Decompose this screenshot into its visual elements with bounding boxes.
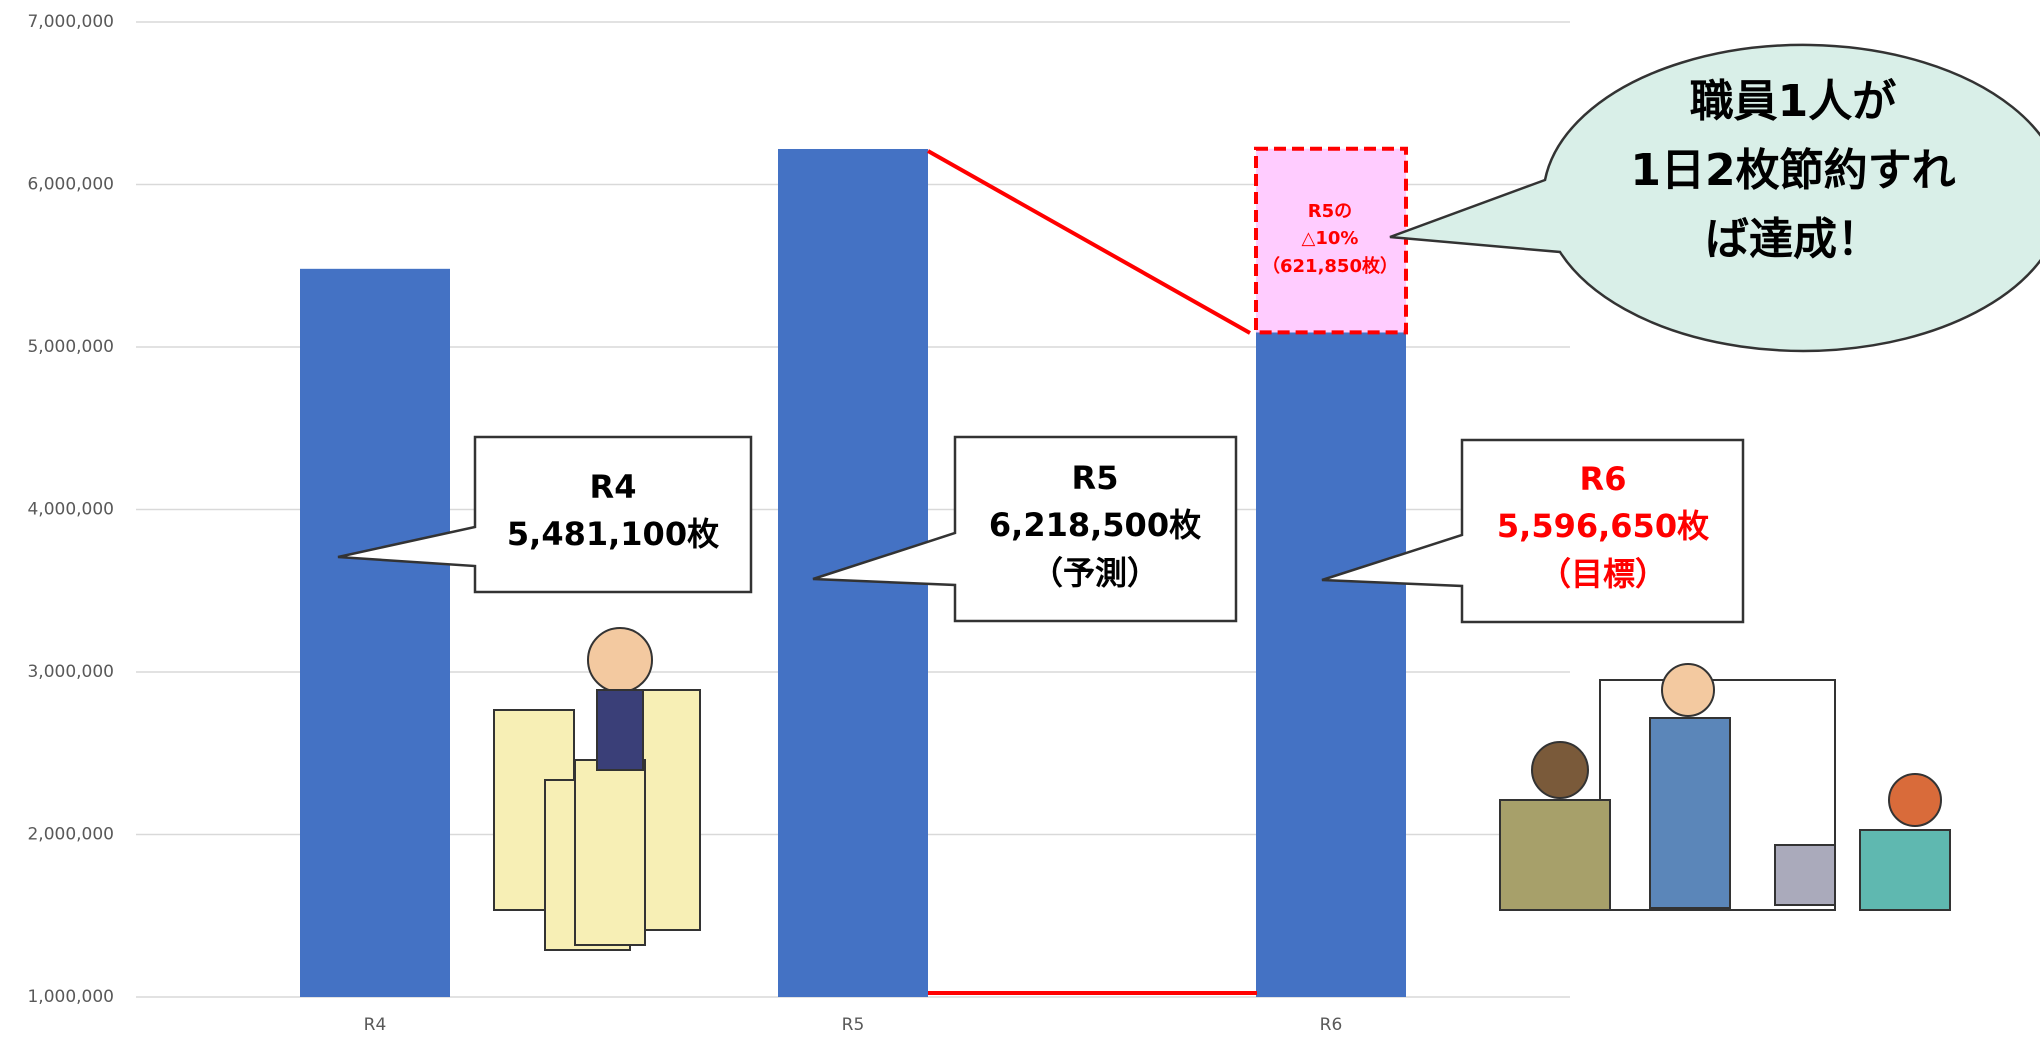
annotations: R4 5,481,100枚 R5 6,218,500枚 （予測） R6 5,596,650枚…	[337, 43, 2040, 624]
segment-note: （621,850枚）	[1262, 255, 1398, 277]
bars	[300, 146, 1408, 997]
bubble-text: 職員1人が	[1690, 76, 1897, 127]
callout-box	[337, 435, 753, 594]
callout-text: R6	[1580, 460, 1627, 498]
callout-text: R5	[1072, 459, 1119, 497]
callout-box	[1321, 438, 1745, 624]
meeting-illustration	[1499, 663, 1951, 911]
callout-text: （目標）	[1539, 555, 1667, 593]
reduction-line	[927, 149, 1251, 335]
y-tick-label: 7,000,000	[27, 12, 114, 32]
y-tick-label: 4,000,000	[27, 500, 114, 520]
x-tick-label: R6	[1320, 1015, 1343, 1035]
speech-bubble	[1389, 43, 2040, 353]
callout-text: R4	[590, 468, 637, 506]
y-tick-label: 3,000,000	[27, 662, 114, 682]
segment-note: R5の	[1308, 201, 1352, 222]
bubble-text: ば達成！	[1705, 214, 1881, 265]
callout-text: 5,596,650枚	[1497, 507, 1709, 545]
y-tick-label: 6,000,000	[27, 175, 114, 195]
bar	[300, 268, 450, 997]
x-tick-label: R4	[364, 1015, 387, 1035]
bubble-text: 1日2枚節約すれ	[1630, 145, 1955, 196]
callout-text: 5,481,100枚	[507, 515, 719, 553]
bar	[1256, 332, 1406, 997]
y-tick-label: 1,000,000	[27, 987, 114, 1007]
x-tick-label: R5	[842, 1015, 865, 1035]
callout-box	[812, 435, 1238, 623]
y-tick-label: 5,000,000	[27, 337, 114, 357]
segment-note: △10%	[1302, 228, 1359, 249]
callout-text: 6,218,500枚	[989, 506, 1201, 544]
stacked-segment	[1254, 146, 1408, 335]
callout-text: （予測）	[1031, 554, 1159, 592]
paper-stack-illustration	[493, 627, 701, 951]
y-tick-label: 2,000,000	[27, 825, 114, 845]
